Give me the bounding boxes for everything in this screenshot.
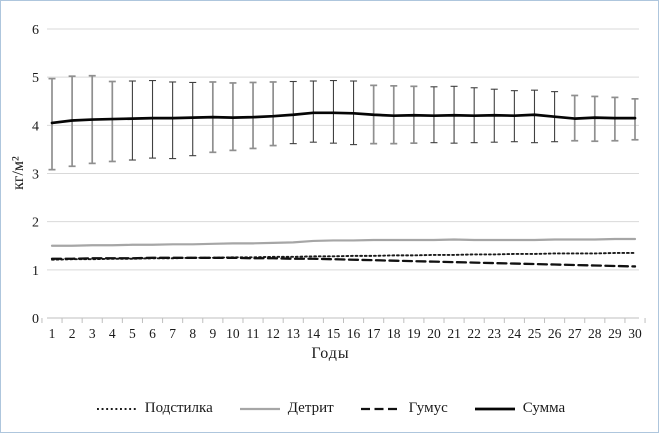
svg-text:23: 23	[488, 326, 502, 341]
svg-text:24: 24	[508, 326, 522, 341]
svg-text:10: 10	[226, 326, 240, 341]
legend-item-detrit: Детрит	[239, 400, 334, 417]
svg-text:17: 17	[367, 326, 381, 341]
svg-text:29: 29	[608, 326, 622, 341]
svg-text:11: 11	[247, 326, 260, 341]
dashed-line-icon	[360, 407, 401, 410]
svg-text:28: 28	[588, 326, 602, 341]
svg-text:6: 6	[32, 23, 39, 38]
solid-black-line-icon	[474, 407, 515, 410]
svg-text:15: 15	[327, 326, 341, 341]
svg-text:27: 27	[568, 326, 582, 341]
svg-text:26: 26	[548, 326, 562, 341]
legend-item-summa: Сумма	[474, 400, 565, 417]
svg-text:3: 3	[89, 326, 96, 341]
svg-text:5: 5	[129, 326, 136, 341]
legend-label: Подстилка	[144, 400, 213, 416]
svg-text:7: 7	[169, 326, 176, 341]
svg-text:8: 8	[189, 326, 196, 341]
svg-text:22: 22	[467, 326, 481, 341]
svg-text:3: 3	[32, 168, 39, 183]
svg-text:13: 13	[286, 326, 300, 341]
legend-label: Гумус	[408, 400, 448, 416]
svg-text:2: 2	[32, 216, 39, 231]
svg-text:4: 4	[109, 326, 116, 341]
svg-text:0: 0	[32, 312, 39, 327]
legend-label: Детрит	[287, 400, 334, 416]
svg-text:1: 1	[32, 264, 39, 279]
svg-text:12: 12	[266, 326, 280, 341]
svg-text:19: 19	[407, 326, 421, 341]
x-axis-title: Годы	[311, 345, 350, 362]
svg-text:18: 18	[387, 326, 401, 341]
svg-text:21: 21	[447, 326, 461, 341]
svg-text:5: 5	[32, 71, 39, 86]
y-axis-title: кг/м²	[10, 156, 27, 190]
svg-text:1: 1	[49, 326, 56, 341]
solid-gray-line-icon	[239, 407, 280, 410]
legend-item-gumus: Гумус	[360, 400, 448, 417]
dotted-line-icon	[96, 407, 137, 410]
svg-text:2: 2	[69, 326, 76, 341]
svg-text:30: 30	[628, 326, 642, 341]
legend-label: Сумма	[522, 400, 566, 416]
chart-legend: Подстилка Детрит Гумус Сумма	[1, 400, 658, 417]
svg-text:4: 4	[32, 119, 39, 134]
svg-text:14: 14	[307, 326, 321, 341]
legend-item-podstilka: Подстилка	[96, 400, 213, 417]
svg-text:25: 25	[528, 326, 542, 341]
svg-text:9: 9	[209, 326, 216, 341]
svg-text:6: 6	[149, 326, 156, 341]
svg-text:20: 20	[427, 326, 441, 341]
svg-text:16: 16	[347, 326, 361, 341]
